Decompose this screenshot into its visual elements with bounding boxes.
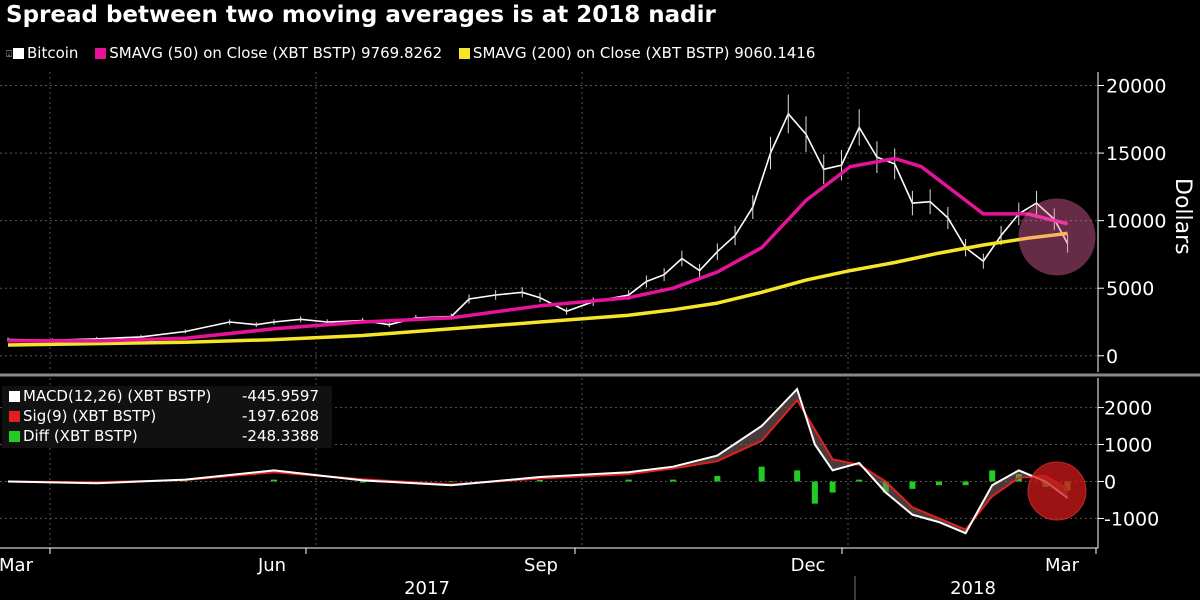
- tick-labels: 0 5000 10000 15000 20000 -1000 0 1000 2000 Dollar…: [0, 76, 1195, 599]
- price-tick-label: 0: [1106, 346, 1118, 368]
- macd-tick-label: 0: [1104, 471, 1116, 493]
- diff-bar: [448, 481, 455, 483]
- macd-tick-label: 1000: [1104, 435, 1152, 457]
- legend-swatch: [9, 431, 20, 442]
- legend-label: Sig(9) (XBT BSTP): [23, 407, 157, 425]
- diff-bar: [989, 470, 996, 482]
- legend-value: -248.3388: [242, 427, 319, 445]
- diff-bar: [909, 481, 916, 489]
- diff-bar: [758, 466, 765, 482]
- macd-tick-label: -1000: [1104, 508, 1159, 530]
- price-tick-label: 15000: [1106, 143, 1166, 165]
- highlight-circles: [1018, 198, 1096, 521]
- diff-bar: [271, 479, 277, 482]
- legend-label: SMAVG (50) on Close (XBT BSTP) 9769.8262: [109, 44, 443, 62]
- sma200-line: [7, 231, 1068, 347]
- bitcoin-line: [7, 112, 1069, 342]
- diff-bar: [856, 479, 863, 482]
- year-label: 2018: [950, 578, 996, 599]
- diff-bar: [811, 481, 818, 504]
- x-tick-label: Dec: [791, 555, 826, 576]
- legend-swatch: [458, 48, 470, 59]
- highlight-circle-macd: [1027, 461, 1087, 521]
- diff-bar: [714, 475, 721, 482]
- price-tick-label: 20000: [1106, 76, 1166, 98]
- macd-legend-row: MACD(12,26) (XBT BSTP) -445.9597: [2, 386, 332, 406]
- price-tick-label: 5000: [1106, 278, 1154, 300]
- legend-item-sma50: SMAVG (50) on Close (XBT BSTP) 9769.8262: [95, 44, 442, 62]
- sig-legend-row: Sig(9) (XBT BSTP) -197.6208: [2, 406, 332, 426]
- diff-bar: [794, 470, 801, 482]
- candlestick-icon: ⍗: [6, 49, 12, 60]
- macd-legend: MACD(12,26) (XBT BSTP) -445.9597 Sig(9) (…: [2, 386, 332, 448]
- diff-bar: [670, 479, 676, 482]
- price-legend: ⍗ Bitcoin SMAVG (50) on Close (XBT BSTP) …: [6, 44, 827, 62]
- diff-bar: [962, 481, 969, 486]
- x-tick-label: Mar: [0, 555, 34, 576]
- axes: [0, 72, 1200, 600]
- price-tick-label: 10000: [1106, 211, 1166, 233]
- legend-label: MACD(12,26) (XBT BSTP): [23, 387, 212, 405]
- legend-label: Bitcoin: [27, 44, 79, 62]
- legend-value: -197.6208: [242, 407, 319, 425]
- diff-bar: [537, 480, 543, 482]
- legend-item-bitcoin: ⍗ Bitcoin: [6, 44, 78, 62]
- diff-bar: [829, 481, 836, 493]
- diff-bar: [359, 481, 366, 483]
- macd-tick-label: 2000: [1104, 398, 1152, 420]
- diff-legend-row: Diff (XBT BSTP) -248.3388: [2, 426, 332, 446]
- x-tick-label: Jun: [257, 555, 286, 576]
- legend-value: -445.9597: [242, 387, 319, 405]
- legend-swatch: [9, 411, 20, 422]
- highlight-circle-price: [1018, 198, 1096, 276]
- sma50-line: [8, 156, 1069, 343]
- diff-bar: [625, 479, 632, 482]
- macd-line: [7, 387, 1069, 535]
- legend-label: Diff (XBT BSTP): [23, 427, 138, 445]
- legend-swatch: [13, 48, 24, 59]
- legend-label: SMAVG (200) on Close (XBT BSTP) 9060.141…: [472, 44, 816, 62]
- diff-bar: [936, 481, 942, 486]
- series-lines: [7, 94, 1069, 535]
- legend-item-sma200: SMAVG (200) on Close (XBT BSTP) 9060.141…: [458, 44, 816, 62]
- y-axis-label: Dollars: [1170, 178, 1195, 255]
- legend-swatch: [95, 48, 107, 59]
- legend-swatch: [9, 391, 20, 402]
- chart-title: Spread between two moving averages is at…: [6, 2, 716, 28]
- x-tick-label: Sep: [524, 555, 558, 576]
- x-tick-label: Mar: [1045, 555, 1080, 576]
- year-label: 2017: [404, 578, 450, 599]
